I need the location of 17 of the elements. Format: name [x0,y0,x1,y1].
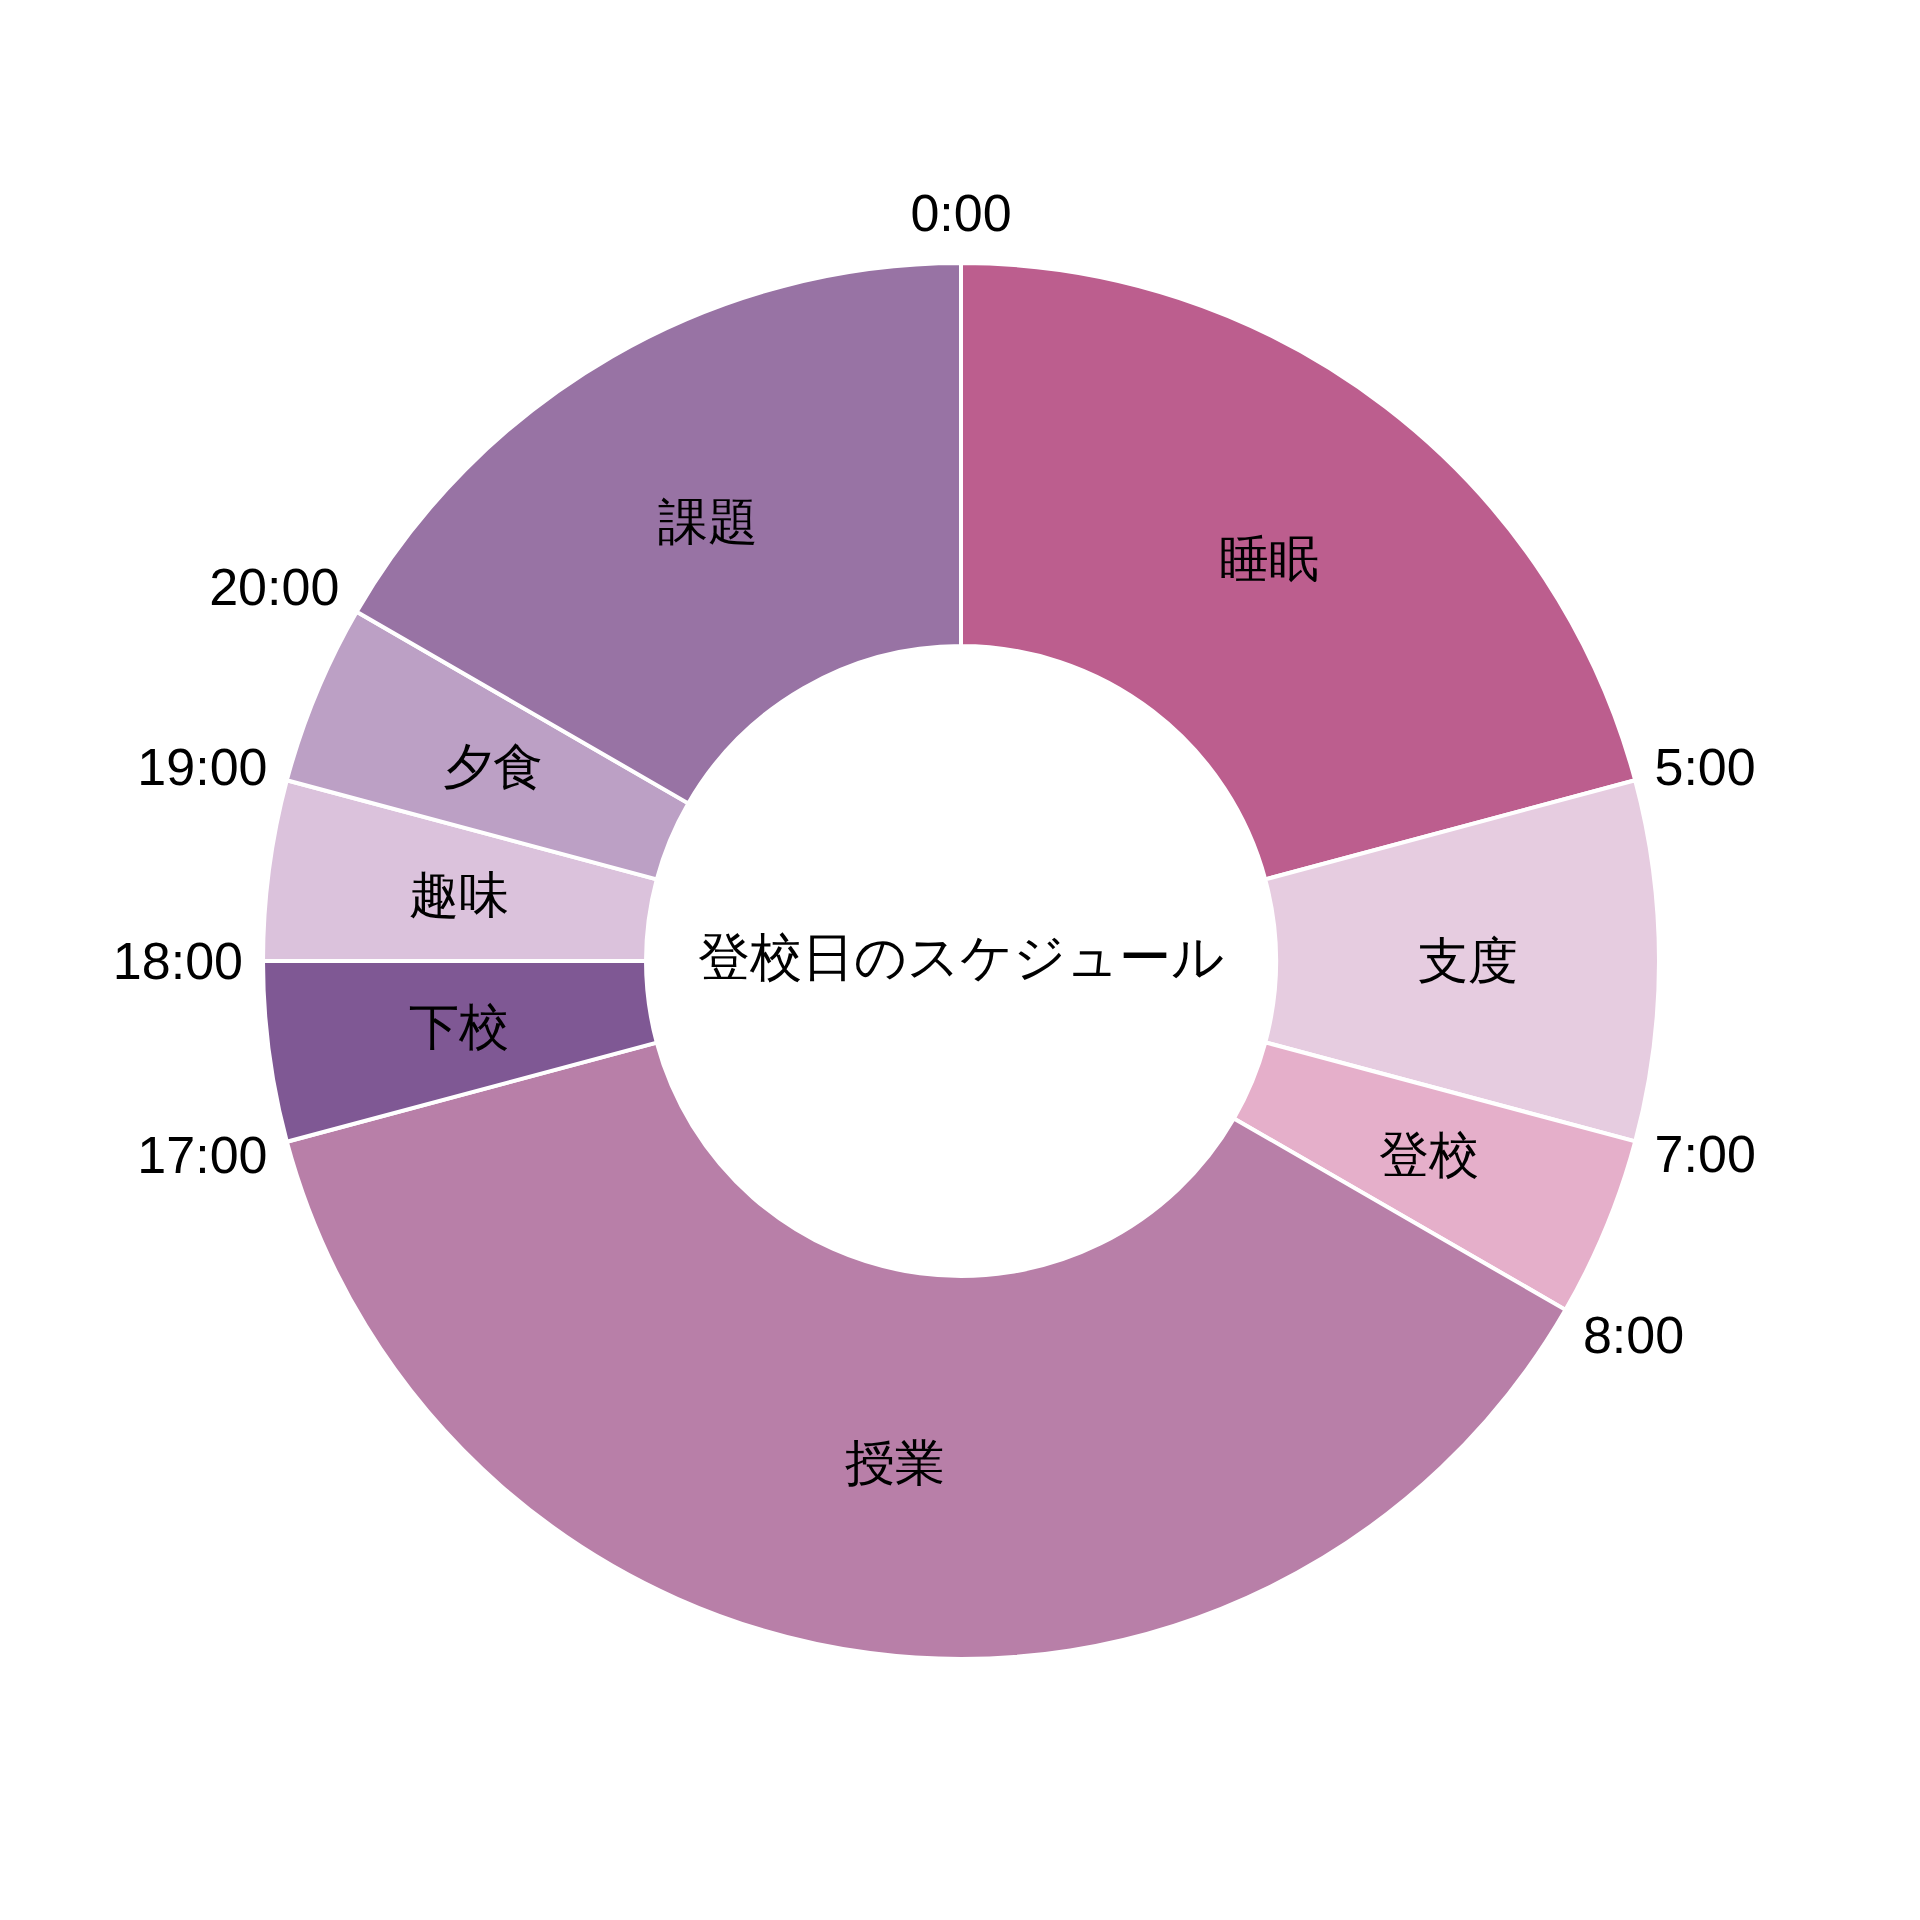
slice-label: 睡眠 [1219,531,1320,588]
slice-label: 支度 [1417,932,1518,989]
boundary-label: 8:00 [1582,1305,1685,1364]
boundary-label: 18:00 [112,932,243,990]
slice-label: 課題 [657,494,758,551]
boundary-label: 17:00 [137,1125,268,1184]
slice-label: 夕食 [443,739,544,795]
slice-label: 授業 [845,1435,945,1492]
slice-label: 下校 [408,999,509,1056]
title: 登校日のスケジュール [698,928,1224,986]
boundary-label: 7:00 [1654,1125,1756,1184]
slice-label: 登校 [1379,1126,1479,1183]
boundary-label: 5:00 [1654,738,1756,797]
boundary-label: 20:00 [209,557,340,616]
boundary-label: 0:00 [910,184,1012,242]
slice-label: 趣味 [408,866,509,923]
boundary-label: 19:00 [137,738,268,797]
